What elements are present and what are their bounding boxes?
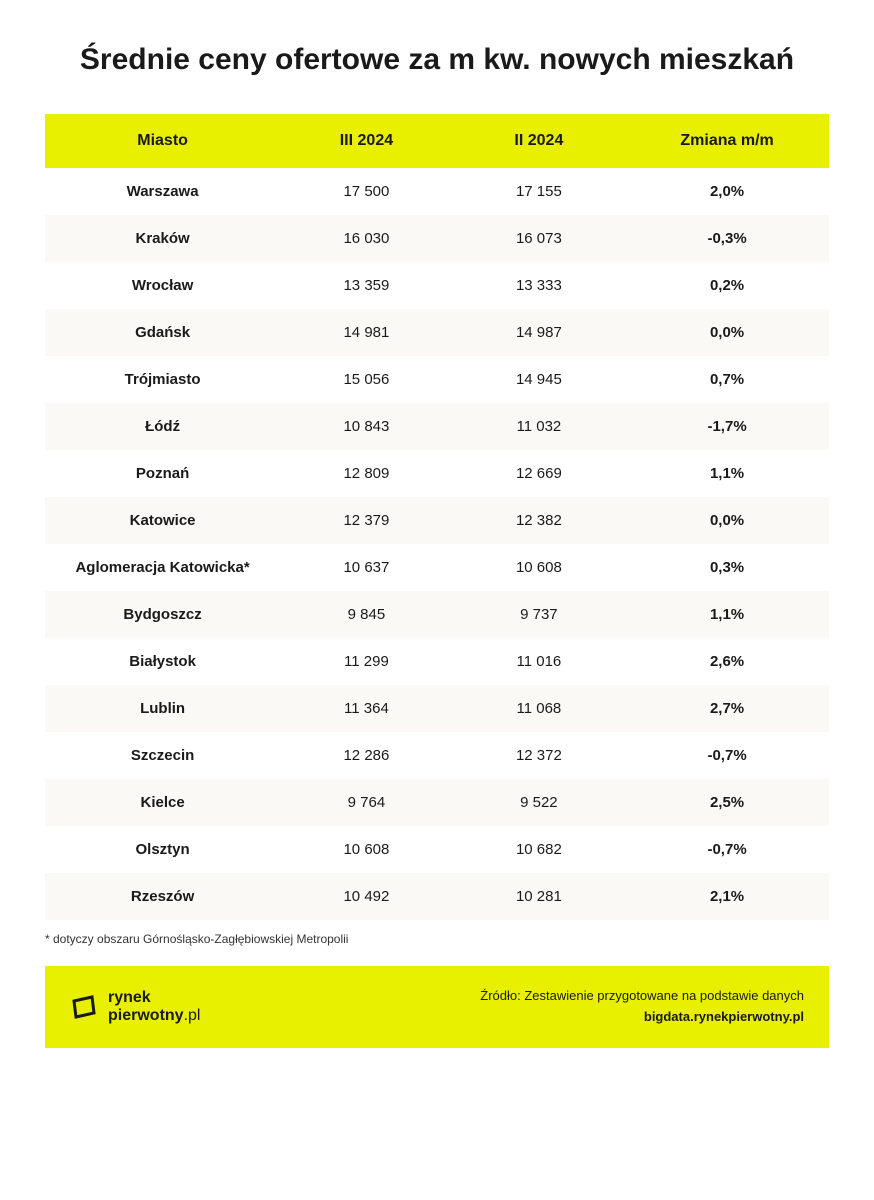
cell-change: 2,5% bbox=[625, 779, 829, 826]
cell-city: Olsztyn bbox=[45, 826, 280, 873]
cell-value-period2: 11 016 bbox=[453, 638, 625, 685]
cell-value-period1: 11 299 bbox=[280, 638, 452, 685]
table-row: Gdańsk14 98114 9870,0% bbox=[45, 309, 829, 356]
cell-city: Białystok bbox=[45, 638, 280, 685]
cell-value-period1: 12 286 bbox=[280, 732, 452, 779]
brand-logo-text: rynek pierwotny.pl bbox=[108, 989, 200, 1024]
cell-value-period1: 11 364 bbox=[280, 685, 452, 732]
cell-value-period1: 10 637 bbox=[280, 544, 452, 591]
cell-change: 2,6% bbox=[625, 638, 829, 685]
cell-value-period1: 14 981 bbox=[280, 309, 452, 356]
cell-change: 0,7% bbox=[625, 356, 829, 403]
cell-value-period2: 12 372 bbox=[453, 732, 625, 779]
cell-city: Poznań bbox=[45, 450, 280, 497]
cell-change: 0,0% bbox=[625, 309, 829, 356]
table-row: Lublin11 36411 0682,7% bbox=[45, 685, 829, 732]
cell-value-period1: 17 500 bbox=[280, 168, 452, 215]
cell-change: 2,7% bbox=[625, 685, 829, 732]
table-row: Wrocław13 35913 3330,2% bbox=[45, 262, 829, 309]
cell-value-period2: 14 945 bbox=[453, 356, 625, 403]
page-title: Średnie ceny ofertowe za m kw. nowych mi… bbox=[45, 40, 829, 79]
col-header-period1: III 2024 bbox=[280, 114, 452, 168]
table-row: Rzeszów10 49210 2812,1% bbox=[45, 873, 829, 920]
cell-change: -0,7% bbox=[625, 826, 829, 873]
cell-value-period1: 16 030 bbox=[280, 215, 452, 262]
cell-value-period1: 10 608 bbox=[280, 826, 452, 873]
cell-value-period2: 13 333 bbox=[453, 262, 625, 309]
col-header-change: Zmiana m/m bbox=[625, 114, 829, 168]
cell-change: 0,2% bbox=[625, 262, 829, 309]
table-row: Olsztyn10 60810 682-0,7% bbox=[45, 826, 829, 873]
cell-city: Katowice bbox=[45, 497, 280, 544]
cell-value-period1: 13 359 bbox=[280, 262, 452, 309]
cell-value-period1: 9 845 bbox=[280, 591, 452, 638]
cell-value-period2: 12 669 bbox=[453, 450, 625, 497]
price-table: Miasto III 2024 II 2024 Zmiana m/m Warsz… bbox=[45, 114, 829, 920]
cell-change: 0,0% bbox=[625, 497, 829, 544]
cell-city: Kraków bbox=[45, 215, 280, 262]
table-row: Trójmiasto15 05614 9450,7% bbox=[45, 356, 829, 403]
cell-value-period2: 9 522 bbox=[453, 779, 625, 826]
table-row: Łódź10 84311 032-1,7% bbox=[45, 403, 829, 450]
table-row: Bydgoszcz9 8459 7371,1% bbox=[45, 591, 829, 638]
cell-value-period2: 10 682 bbox=[453, 826, 625, 873]
cell-value-period2: 14 987 bbox=[453, 309, 625, 356]
cell-change: 2,1% bbox=[625, 873, 829, 920]
cell-change: 2,0% bbox=[625, 168, 829, 215]
cell-change: -1,7% bbox=[625, 403, 829, 450]
table-row: Poznań12 80912 6691,1% bbox=[45, 450, 829, 497]
col-header-city: Miasto bbox=[45, 114, 280, 168]
source-bar: rynek pierwotny.pl Źródło: Zestawienie p… bbox=[45, 966, 829, 1048]
cell-change: 0,3% bbox=[625, 544, 829, 591]
table-row: Białystok11 29911 0162,6% bbox=[45, 638, 829, 685]
table-footnote: * dotyczy obszaru Górnośląsko-Zagłębiows… bbox=[45, 932, 829, 946]
table-row: Warszawa17 50017 1552,0% bbox=[45, 168, 829, 215]
cell-city: Warszawa bbox=[45, 168, 280, 215]
cell-value-period2: 10 608 bbox=[453, 544, 625, 591]
cell-city: Gdańsk bbox=[45, 309, 280, 356]
cell-value-period1: 9 764 bbox=[280, 779, 452, 826]
cell-value-period1: 10 843 bbox=[280, 403, 452, 450]
cell-value-period2: 16 073 bbox=[453, 215, 625, 262]
col-header-period2: II 2024 bbox=[453, 114, 625, 168]
cell-city: Aglomeracja Katowicka* bbox=[45, 544, 280, 591]
table-header-row: Miasto III 2024 II 2024 Zmiana m/m bbox=[45, 114, 829, 168]
cell-value-period2: 10 281 bbox=[453, 873, 625, 920]
cell-city: Rzeszów bbox=[45, 873, 280, 920]
table-row: Katowice12 37912 3820,0% bbox=[45, 497, 829, 544]
cell-value-period1: 15 056 bbox=[280, 356, 452, 403]
cell-value-period2: 11 032 bbox=[453, 403, 625, 450]
cell-value-period1: 12 379 bbox=[280, 497, 452, 544]
cell-value-period2: 9 737 bbox=[453, 591, 625, 638]
brand-logo-icon bbox=[70, 993, 98, 1021]
table-row: Szczecin12 28612 372-0,7% bbox=[45, 732, 829, 779]
table-row: Aglomeracja Katowicka*10 63710 6080,3% bbox=[45, 544, 829, 591]
cell-value-period2: 17 155 bbox=[453, 168, 625, 215]
brand-logo: rynek pierwotny.pl bbox=[70, 989, 200, 1024]
table-row: Kielce9 7649 5222,5% bbox=[45, 779, 829, 826]
cell-city: Łódź bbox=[45, 403, 280, 450]
cell-city: Lublin bbox=[45, 685, 280, 732]
cell-value-period1: 12 809 bbox=[280, 450, 452, 497]
cell-change: -0,3% bbox=[625, 215, 829, 262]
cell-change: 1,1% bbox=[625, 591, 829, 638]
cell-city: Bydgoszcz bbox=[45, 591, 280, 638]
table-row: Kraków16 03016 073-0,3% bbox=[45, 215, 829, 262]
cell-city: Wrocław bbox=[45, 262, 280, 309]
cell-value-period1: 10 492 bbox=[280, 873, 452, 920]
cell-value-period2: 12 382 bbox=[453, 497, 625, 544]
cell-change: -0,7% bbox=[625, 732, 829, 779]
cell-change: 1,1% bbox=[625, 450, 829, 497]
cell-city: Kielce bbox=[45, 779, 280, 826]
cell-city: Trójmiasto bbox=[45, 356, 280, 403]
source-attribution: Źródło: Zestawienie przygotowane na pods… bbox=[480, 986, 804, 1028]
cell-city: Szczecin bbox=[45, 732, 280, 779]
cell-value-period2: 11 068 bbox=[453, 685, 625, 732]
